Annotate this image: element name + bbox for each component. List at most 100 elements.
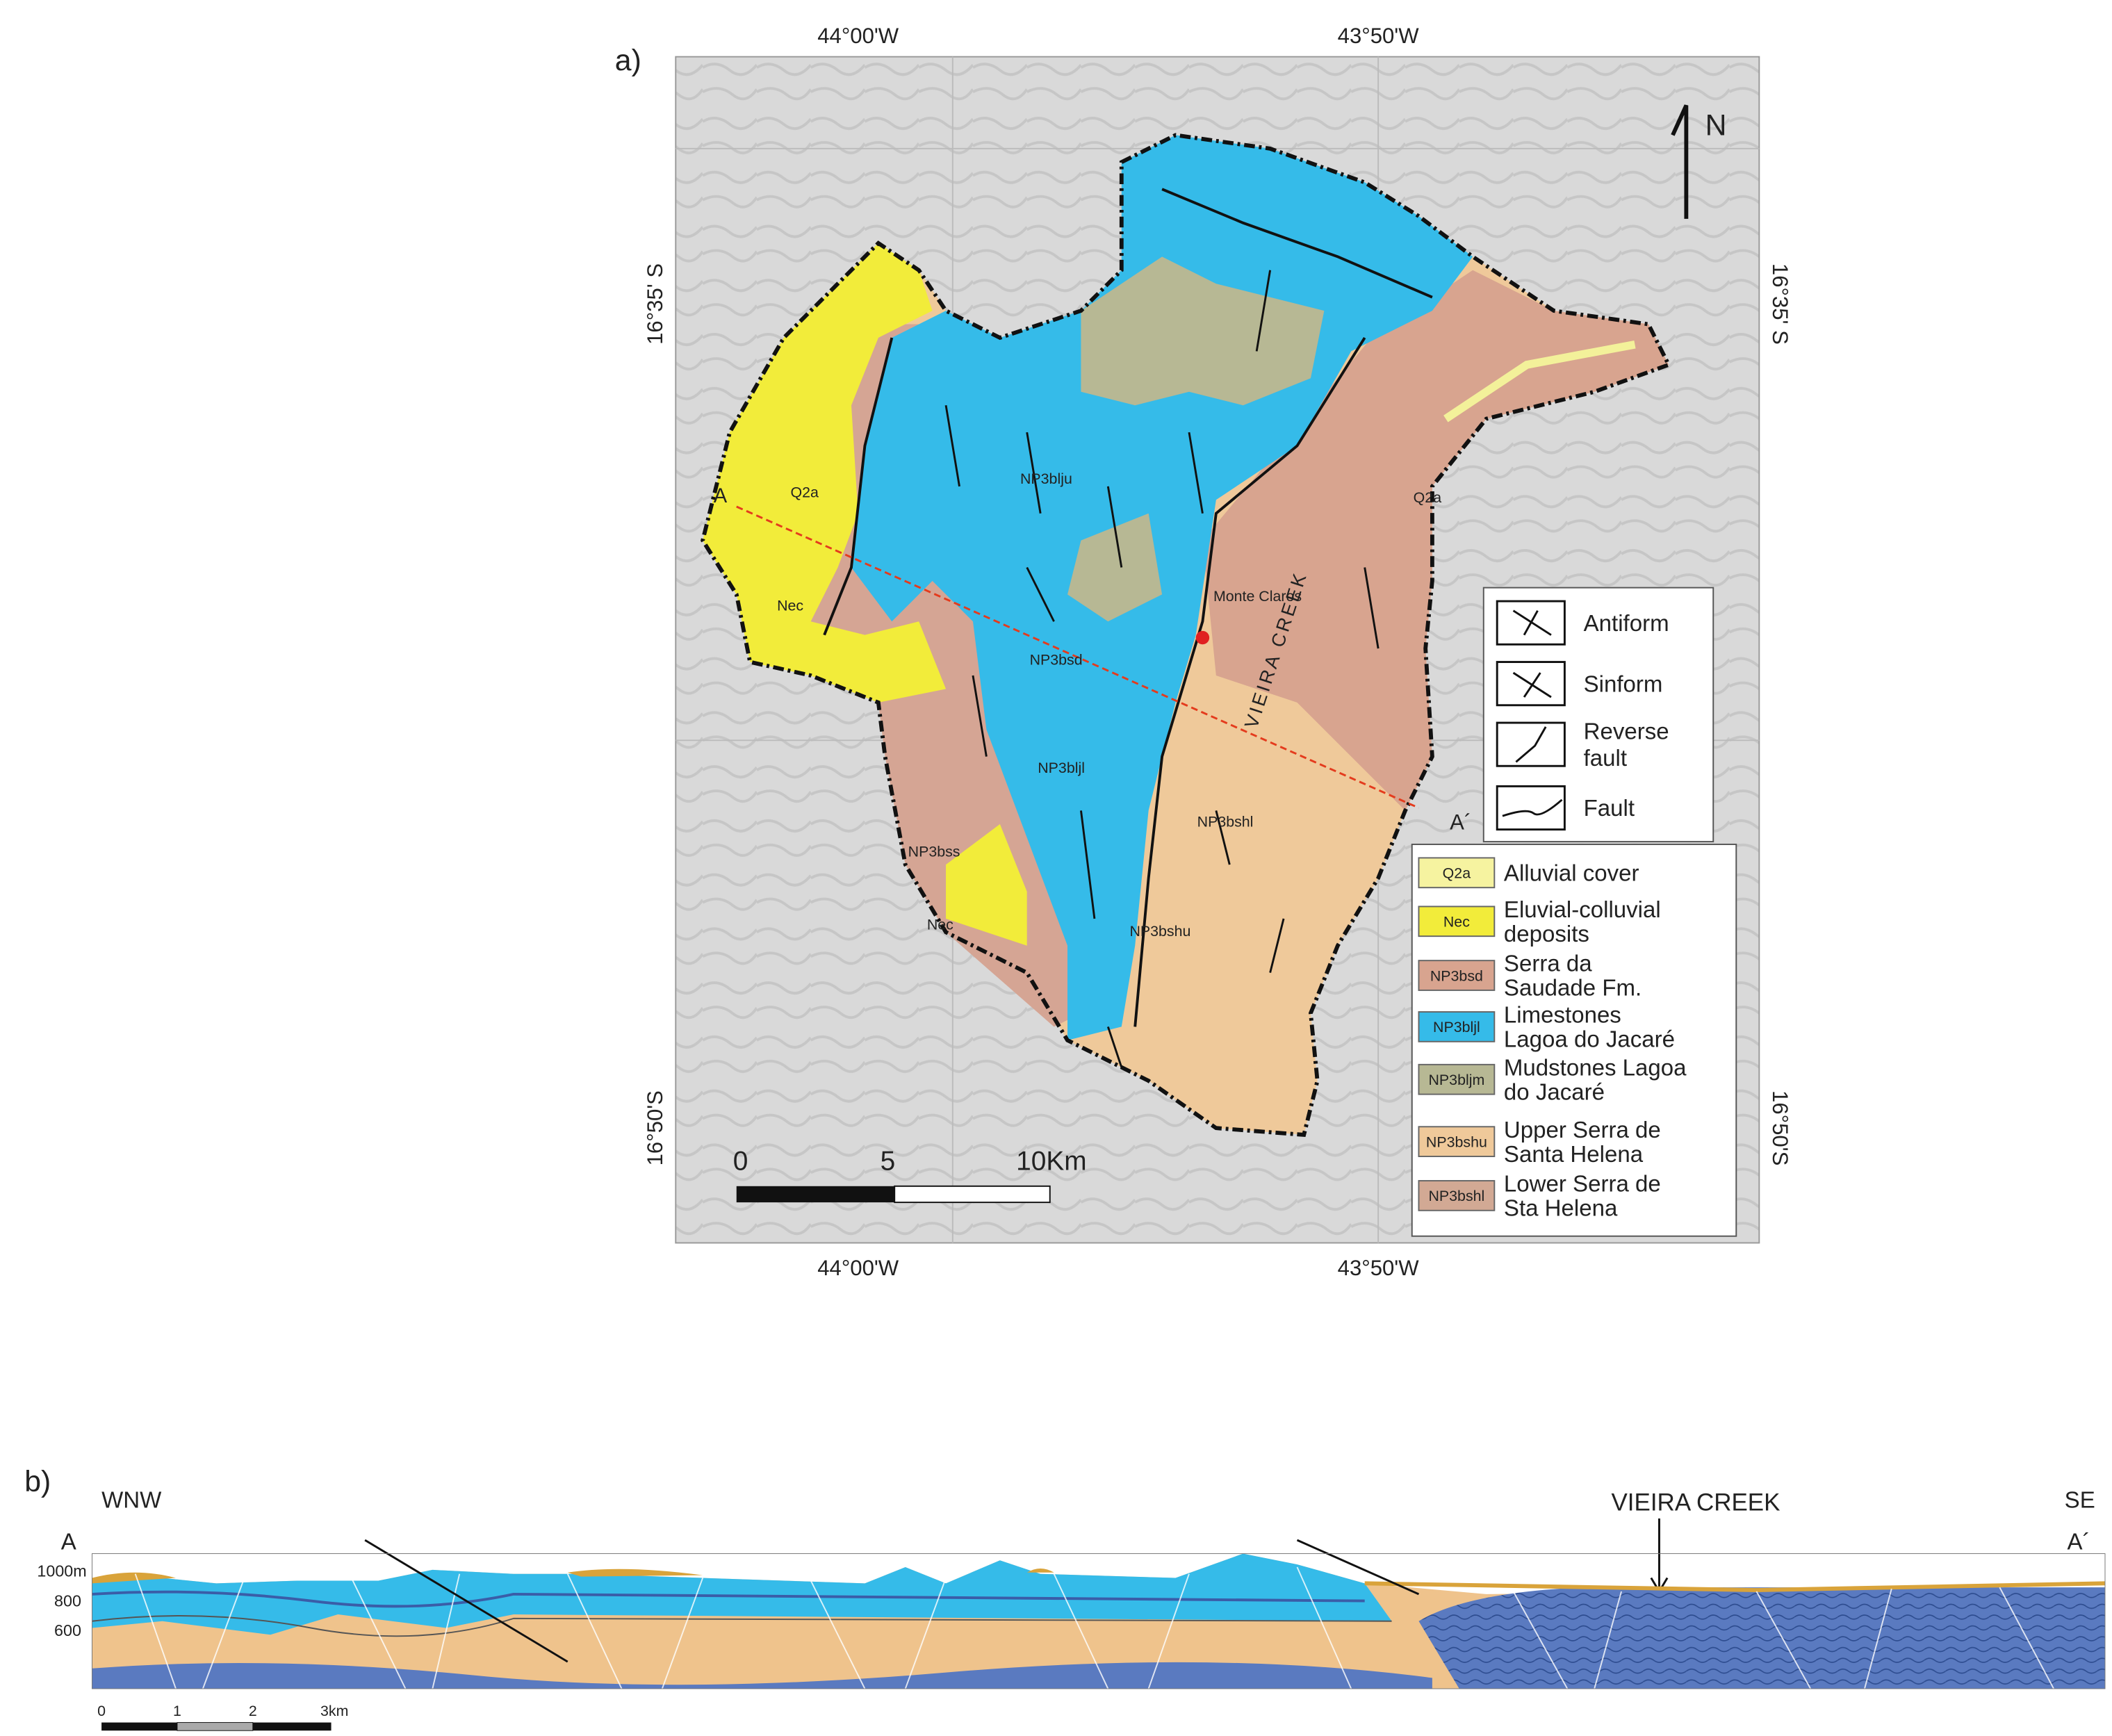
label: 43°50'W	[1338, 1256, 1420, 1280]
label: NP3bshu	[1129, 923, 1190, 940]
label: 3km	[320, 1703, 348, 1719]
shape	[1364, 567, 1380, 649]
label: 1	[173, 1703, 181, 1719]
label: 43°50'W	[1338, 24, 1420, 48]
shape	[1496, 600, 1566, 831]
label: 16°35' S	[643, 263, 667, 345]
legend-code: Q2a	[1443, 865, 1471, 882]
legend-swatch	[1418, 1011, 1496, 1042]
shape	[894, 1185, 1051, 1204]
label: NP3bsd	[1030, 651, 1083, 668]
legend-label: Serra da	[1504, 951, 1592, 977]
shape	[823, 337, 894, 636]
legend-swatch	[1418, 857, 1496, 889]
shape: Q2a Alluvial cover Nec Eluvial-colluvialdep…	[1418, 857, 1687, 1222]
shape	[1496, 600, 1566, 646]
legend-label: Mudstones Lagoa	[1504, 1055, 1687, 1081]
legend-code: NP3bljm	[1428, 1072, 1484, 1088]
label: NP3blju	[1020, 470, 1072, 487]
legend-label: deposits	[1504, 922, 1589, 947]
legend-code: NP3bsd	[1430, 967, 1483, 984]
unit-limestone	[851, 135, 1473, 1040]
legend-label: Antiform	[1584, 611, 1669, 637]
shape	[1482, 587, 1714, 843]
legend-label: Reverse	[1584, 719, 1669, 744]
legend-swatch	[1418, 1126, 1496, 1158]
legend-label: Eluvial-colluvial	[1504, 897, 1661, 923]
shape	[134, 1566, 2054, 1689]
elevation-labels: 1000m 800 600	[37, 1562, 86, 1640]
shape	[92, 1590, 1365, 1608]
legend-code: Nec	[1443, 914, 1470, 931]
legend-label: Limestones	[1504, 1003, 1621, 1029]
shape	[92, 1662, 1432, 1689]
label: 0	[733, 1146, 748, 1176]
label: 16°35' S	[1768, 263, 1792, 345]
shape	[1026, 566, 1055, 622]
shape	[1106, 1026, 1123, 1068]
label: 16°50'S	[1768, 1090, 1792, 1165]
shape	[1269, 918, 1285, 974]
label: 5	[881, 1146, 896, 1176]
shape	[944, 404, 960, 487]
panel-label: b)	[24, 1465, 51, 1498]
label: Monte Claros	[1213, 588, 1302, 605]
label: 2	[249, 1703, 257, 1719]
legend-label: Alluvial cover	[1504, 860, 1639, 886]
alluvium	[1443, 340, 1636, 423]
shape	[1188, 432, 1204, 514]
coordinates: 44°00'W 43°50'W 44°00'W 43°50'W 16°35' S…	[643, 24, 1792, 1280]
shape	[944, 270, 1380, 1068]
shape	[972, 675, 988, 757]
shape	[1496, 785, 1566, 831]
shape	[92, 1553, 1392, 1635]
shape	[1106, 486, 1123, 568]
shape	[1080, 810, 1096, 919]
legend-label: Sinform	[1584, 671, 1663, 697]
legend-label: fault	[1584, 746, 1627, 771]
shape	[1496, 721, 1566, 767]
basin-boundary	[701, 133, 1672, 1138]
legend-swatch	[1418, 1063, 1496, 1095]
north-arrow: N	[1671, 104, 1727, 219]
label: NP3bljl	[1038, 760, 1085, 776]
shape	[1512, 671, 1552, 698]
shape	[1215, 810, 1231, 865]
map-panel: Q2a Nec NP3blju NP3bsd NP3bljl NP3bss Ne…	[615, 24, 1792, 1280]
legend-label: Saudade Fm.	[1504, 976, 1642, 1001]
legend-label: Sta Helena	[1504, 1196, 1618, 1222]
creek-label: VIEIRA CREEK	[1611, 1489, 1780, 1516]
section-line	[736, 505, 1420, 809]
shape	[1364, 1581, 2106, 1592]
legend-swatch	[1418, 1180, 1496, 1211]
label: 44°00'W	[817, 24, 899, 48]
shape	[1418, 1586, 2105, 1689]
shape	[1496, 661, 1566, 707]
shape	[1515, 726, 1547, 763]
label: N	[1705, 108, 1727, 142]
shape	[101, 1722, 177, 1731]
unit-mudstone	[1067, 513, 1163, 622]
shape: 0 1 2 3km	[97, 1703, 348, 1719]
shape	[252, 1722, 331, 1731]
shape	[736, 1186, 895, 1203]
legend-label: Lagoa do Jacaré	[1504, 1027, 1675, 1053]
shape	[1512, 609, 1552, 636]
label: 44°00'W	[817, 1256, 899, 1280]
label: Nec	[777, 598, 803, 614]
shape	[92, 1615, 1392, 1637]
lithology-legend: Q2a Alluvial cover Nec Eluvial-colluvialdep…	[1411, 844, 1737, 1237]
unit-eluvial	[703, 243, 947, 703]
faults	[823, 188, 1433, 1068]
shape	[1161, 188, 1433, 299]
label: 10Km	[1016, 1146, 1087, 1176]
section-drawing	[91, 1539, 2106, 1689]
label: Nec	[927, 916, 953, 933]
section-end: A´	[2068, 1530, 2090, 1555]
shape	[1026, 432, 1042, 514]
section-panel: b) WNW SE A A´ VIEIRA CREEK 1000m 800 60…	[24, 1465, 2106, 1731]
label: 0	[97, 1703, 106, 1719]
label: 1000m	[37, 1562, 86, 1580]
section-scale: 0 1 2 3km	[97, 1703, 348, 1731]
